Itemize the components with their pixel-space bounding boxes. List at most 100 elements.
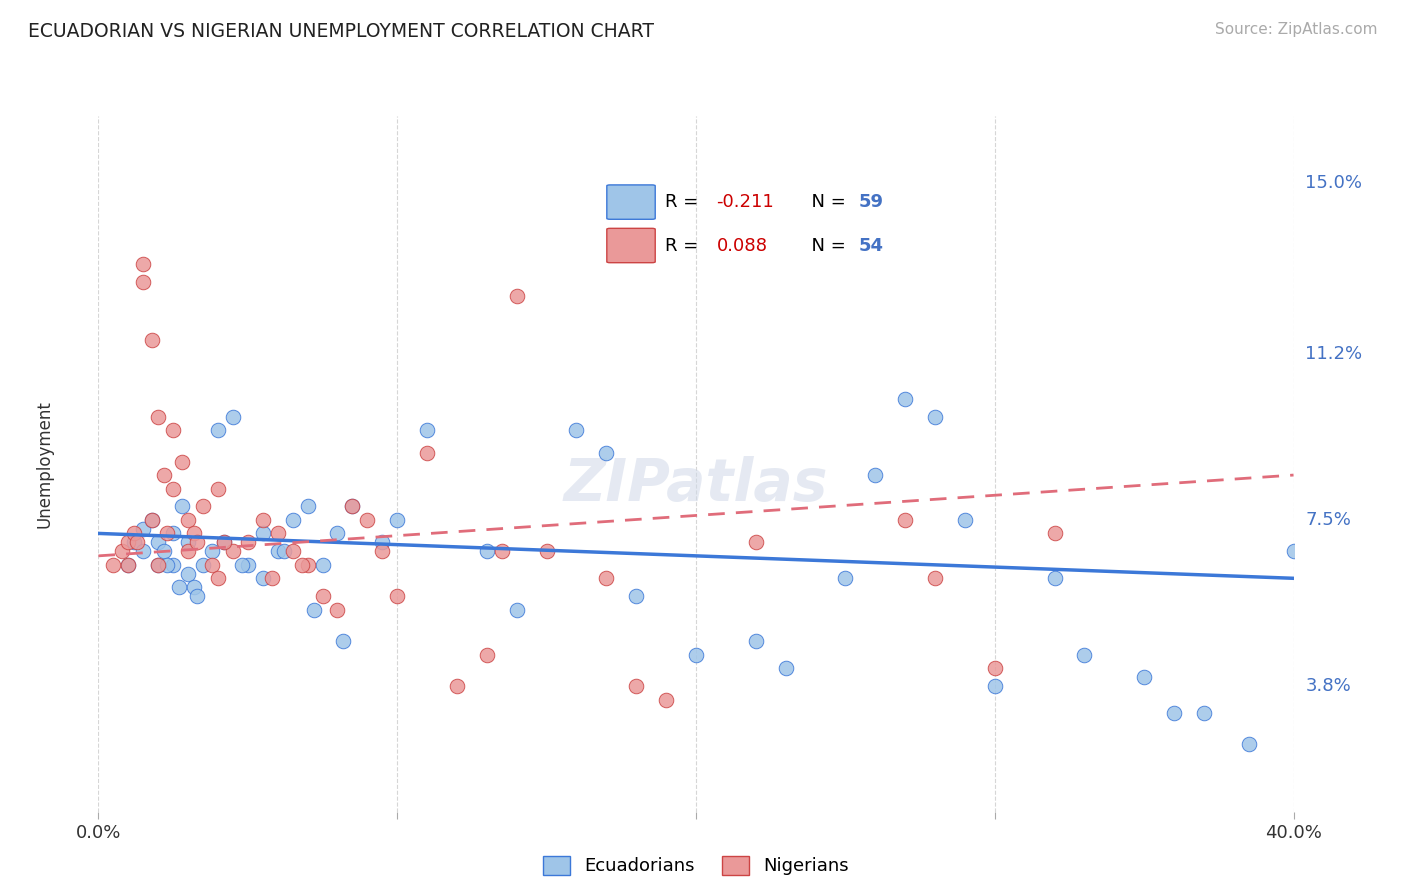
Point <box>236 535 259 549</box>
Point <box>117 558 139 572</box>
Point <box>385 513 409 527</box>
Text: -0.211: -0.211 <box>717 193 775 211</box>
Point <box>655 692 678 706</box>
Point <box>124 535 146 549</box>
Point <box>148 409 170 424</box>
Text: R =: R = <box>665 193 704 211</box>
Point <box>953 513 976 527</box>
Text: 15.0%: 15.0% <box>1305 174 1362 193</box>
Point <box>281 544 304 558</box>
Point <box>236 558 259 572</box>
Point <box>326 603 349 617</box>
Point <box>124 526 146 541</box>
Point <box>191 558 214 572</box>
Point <box>385 589 409 603</box>
Text: 0.088: 0.088 <box>717 236 768 254</box>
Point <box>172 500 194 514</box>
Point <box>624 679 647 693</box>
Point <box>624 589 647 603</box>
Point <box>162 526 184 541</box>
Point <box>132 275 155 289</box>
Point <box>231 558 253 572</box>
Point <box>311 589 333 603</box>
Point <box>297 500 319 514</box>
Point <box>207 482 229 496</box>
Text: 11.2%: 11.2% <box>1305 345 1362 363</box>
Text: Unemployment: Unemployment <box>35 400 53 528</box>
Point <box>162 558 184 572</box>
Point <box>1043 526 1066 541</box>
Point <box>201 544 224 558</box>
Text: N =: N = <box>800 236 852 254</box>
Point <box>212 535 235 549</box>
Point <box>924 571 946 585</box>
Point <box>132 522 155 536</box>
Text: ZIPatlas: ZIPatlas <box>564 456 828 513</box>
FancyBboxPatch shape <box>607 185 655 219</box>
Point <box>302 603 325 617</box>
Point <box>156 558 179 572</box>
Point <box>446 679 468 693</box>
Point <box>326 526 349 541</box>
Point <box>177 513 200 527</box>
Point <box>162 482 184 496</box>
Point <box>201 558 224 572</box>
Text: R =: R = <box>665 236 704 254</box>
Point <box>177 535 200 549</box>
Point <box>267 526 290 541</box>
Point <box>222 544 245 558</box>
Point <box>141 334 163 348</box>
Point <box>1237 738 1260 752</box>
Point <box>141 513 163 527</box>
Point <box>745 634 768 648</box>
Point <box>117 535 139 549</box>
Point <box>775 661 797 675</box>
Point <box>595 571 617 585</box>
Point <box>475 648 498 662</box>
Point <box>222 409 245 424</box>
Point <box>371 535 394 549</box>
Point <box>332 634 354 648</box>
Point <box>536 544 558 558</box>
Point <box>162 423 184 437</box>
Point <box>506 603 529 617</box>
Point <box>191 500 214 514</box>
Text: 54: 54 <box>859 236 883 254</box>
Text: 59: 59 <box>859 193 883 211</box>
Point <box>371 544 394 558</box>
Text: ECUADORIAN VS NIGERIAN UNEMPLOYMENT CORRELATION CHART: ECUADORIAN VS NIGERIAN UNEMPLOYMENT CORR… <box>28 22 654 41</box>
Point <box>281 513 304 527</box>
Point <box>207 571 229 585</box>
Point <box>252 513 274 527</box>
FancyBboxPatch shape <box>607 228 655 263</box>
Point <box>894 392 917 406</box>
Point <box>1073 648 1095 662</box>
Point <box>685 648 707 662</box>
Point <box>153 544 176 558</box>
Point <box>183 580 205 594</box>
Point <box>156 526 179 541</box>
Point <box>342 500 364 514</box>
Point <box>167 580 190 594</box>
Point <box>273 544 295 558</box>
Point <box>141 513 163 527</box>
Point <box>177 566 200 581</box>
Point <box>177 544 200 558</box>
Point <box>1163 706 1185 720</box>
Point <box>183 526 205 541</box>
Point <box>745 535 768 549</box>
Text: Source: ZipAtlas.com: Source: ZipAtlas.com <box>1215 22 1378 37</box>
Point <box>260 571 283 585</box>
Point <box>491 544 513 558</box>
Point <box>148 558 170 572</box>
Point <box>186 589 208 603</box>
Point <box>834 571 856 585</box>
Point <box>894 513 917 527</box>
Point <box>153 468 176 483</box>
Point <box>297 558 319 572</box>
Point <box>127 535 149 549</box>
Point <box>863 468 886 483</box>
Point <box>416 445 439 459</box>
Point <box>186 535 208 549</box>
Text: 3.8%: 3.8% <box>1305 677 1351 695</box>
